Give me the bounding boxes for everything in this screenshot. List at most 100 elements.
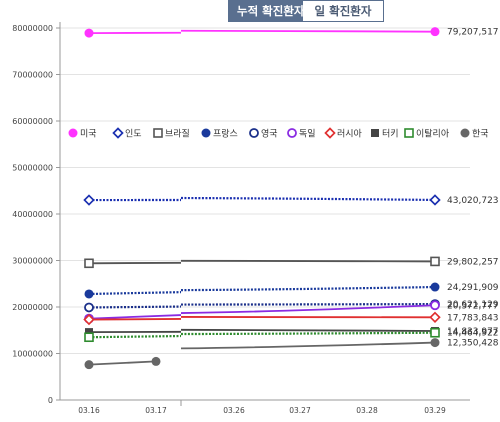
legend: 미국 인도 브라질 프랑스 영국 독일 러시아 터키 이탈리아 한국 [68,127,489,140]
x-tick-label: 03.27 [289,406,311,415]
tab-cumulative-cases[interactable]: 누적 확진환자 [229,1,304,21]
data-point [430,27,440,37]
series-line-segment [88,305,182,309]
legend-label: 브라질 [165,128,190,140]
legend-marker [371,129,379,137]
series-line-segment [180,285,436,292]
tab-group: 누적 확진환자 일 확진환자 [228,0,384,22]
x-tick-label: 03.29 [424,406,446,415]
data-label: 20,372,777 [447,301,499,311]
data-point [84,332,94,343]
legend-marker [404,128,414,138]
x-axis: 03.16 03.17 03.26 03.27 03.28 03.29 [60,399,470,415]
y-tick-label: 30000000 [12,257,53,266]
y-tick-label: 0 [48,396,53,405]
data-label: 17,783,843 [447,313,499,323]
legend-marker [68,128,78,138]
legend-label: 터키 [382,129,399,140]
legend-marker [201,128,211,138]
series-4 [84,282,440,299]
legend-marker [287,128,297,138]
data-label: 24,291,909 [447,283,499,293]
data-point [84,28,94,38]
series-line-segment [88,291,182,296]
legend-marker [460,128,470,138]
data-label: 43,020,723 [447,196,499,206]
series-line-segment [180,304,436,314]
legend-item[interactable]: 독일 [287,128,316,140]
data-point [429,194,441,206]
legend-marker [324,127,336,139]
legend-label: 이탈리아 [416,129,450,140]
series-line-segment [180,331,436,336]
series-line-segment [180,259,436,263]
legend-item[interactable]: 프랑스 [201,128,238,140]
legend-label: 미국 [80,129,97,140]
legend-label: 러시아 [337,129,363,140]
series-7 [83,311,441,326]
data-point [83,194,95,206]
legend-item[interactable]: 인도 [112,127,142,140]
series-9 [84,327,440,343]
series-10 [84,338,440,370]
data-point [84,360,94,370]
legend-item[interactable]: 러시아 [324,127,363,140]
tab-daily-cases[interactable]: 일 확진환자 [303,1,383,21]
data-point [430,338,440,348]
data-label: 12,350,428 [447,339,499,349]
data-point [151,356,161,366]
data-label: 14,833,977 [447,327,499,337]
series-line-segment [88,360,157,366]
data-point [429,311,441,324]
legend-label: 한국 [472,129,489,140]
end-labels: 79,207,517 43,020,723 29,802,257 24,291,909… [447,28,499,349]
legend-item[interactable]: 미국 [68,128,97,140]
legend-marker [112,127,124,139]
y-tick-label: 70000000 [12,71,53,80]
series-line-segment [180,29,436,33]
data-point [85,328,93,337]
series-1 [84,27,440,38]
data-point [430,300,440,311]
series-5 [84,299,440,313]
legend-label: 프랑스 [213,128,238,140]
series-line-segment [180,328,436,332]
x-tick-label: 03.17 [145,406,167,415]
y-tick-label: 50000000 [12,164,53,173]
y-axis: 0 10000000 20000000 30000000 40000000 5000000… [12,22,61,405]
data-point [83,313,95,326]
data-point [84,289,94,299]
y-tick-label: 10000000 [12,350,53,359]
legend-item[interactable]: 이탈리아 [404,128,450,140]
data-point [84,302,94,313]
series-group [83,27,441,370]
data-point [430,282,440,292]
series-2 [83,194,441,206]
legend-item[interactable]: 브라질 [153,128,190,140]
x-tick-label: 03.26 [223,406,245,415]
data-point [430,256,440,267]
y-tick-label: 80000000 [12,24,53,33]
x-tick-label: 03.28 [356,406,378,415]
y-tick-label: 20000000 [12,303,53,312]
data-label: 20,621,129 [447,300,499,310]
legend-label: 영국 [261,129,278,140]
legend-marker [249,128,259,138]
series-line-segment [88,314,182,320]
legend-item[interactable]: 한국 [460,128,489,140]
data-label: 14,464,922 [447,329,499,339]
series-3 [84,256,440,269]
series-line-segment [180,341,436,350]
data-point [430,327,440,338]
y-tick-label: 40000000 [12,210,53,219]
data-label: 29,802,257 [447,257,499,267]
legend-item[interactable]: 터키 [371,129,399,140]
legend-label: 독일 [299,129,316,140]
legend-item[interactable]: 영국 [249,128,278,140]
y-tick-label: 60000000 [12,117,53,126]
series-line-segment [180,196,436,202]
series-line-segment [88,318,182,321]
data-label: 79,207,517 [447,28,499,38]
series-line-segment [88,334,182,339]
